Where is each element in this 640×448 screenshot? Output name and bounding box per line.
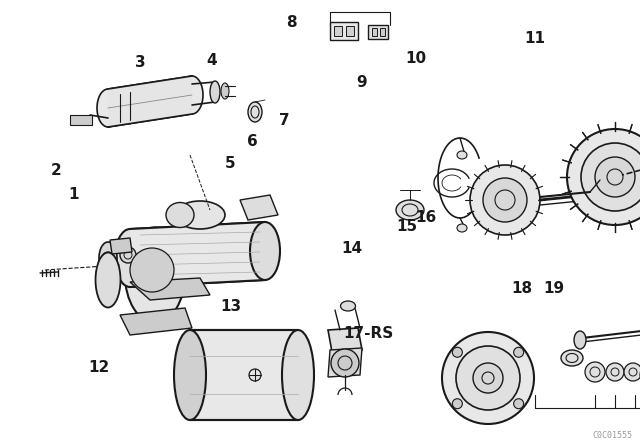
Polygon shape xyxy=(328,348,362,377)
Circle shape xyxy=(470,165,540,235)
Bar xyxy=(330,22,358,40)
Circle shape xyxy=(585,362,605,382)
Ellipse shape xyxy=(97,89,119,127)
Ellipse shape xyxy=(95,253,120,307)
Text: 8: 8 xyxy=(286,15,296,30)
Ellipse shape xyxy=(115,229,145,287)
Polygon shape xyxy=(108,76,192,127)
Bar xyxy=(372,28,377,36)
Polygon shape xyxy=(130,278,210,300)
Polygon shape xyxy=(130,222,265,287)
Ellipse shape xyxy=(181,76,203,114)
Circle shape xyxy=(514,347,524,358)
Ellipse shape xyxy=(574,331,586,349)
Circle shape xyxy=(452,347,462,358)
Circle shape xyxy=(483,178,527,222)
Ellipse shape xyxy=(125,228,185,323)
Circle shape xyxy=(514,399,524,409)
Circle shape xyxy=(120,247,136,263)
Text: 15: 15 xyxy=(396,219,417,234)
Text: 14: 14 xyxy=(341,241,363,256)
Ellipse shape xyxy=(221,83,229,99)
Ellipse shape xyxy=(166,202,194,228)
Circle shape xyxy=(567,129,640,225)
Polygon shape xyxy=(328,328,362,352)
Ellipse shape xyxy=(248,102,262,122)
Text: 17-RS: 17-RS xyxy=(343,326,393,341)
Circle shape xyxy=(473,363,503,393)
Bar xyxy=(380,28,385,36)
Text: 1: 1 xyxy=(68,187,79,202)
Circle shape xyxy=(331,349,359,377)
Text: 11: 11 xyxy=(524,30,545,46)
Ellipse shape xyxy=(250,222,280,280)
Circle shape xyxy=(130,248,174,292)
Text: 12: 12 xyxy=(88,360,110,375)
Polygon shape xyxy=(120,308,192,335)
Circle shape xyxy=(595,157,635,197)
Circle shape xyxy=(442,332,534,424)
Ellipse shape xyxy=(561,350,583,366)
Ellipse shape xyxy=(396,200,424,220)
Circle shape xyxy=(452,399,462,409)
Text: 2: 2 xyxy=(51,163,61,178)
Bar xyxy=(334,26,342,36)
Bar xyxy=(368,25,388,39)
Ellipse shape xyxy=(340,301,355,311)
Circle shape xyxy=(456,346,520,410)
Text: 3: 3 xyxy=(136,55,146,70)
Bar xyxy=(70,115,92,125)
Text: 16: 16 xyxy=(415,210,436,225)
Text: 9: 9 xyxy=(356,75,367,90)
Text: 6: 6 xyxy=(248,134,258,149)
Ellipse shape xyxy=(99,242,117,274)
Polygon shape xyxy=(110,238,132,254)
Text: 10: 10 xyxy=(405,51,427,66)
Ellipse shape xyxy=(210,81,220,103)
Text: 4: 4 xyxy=(206,53,216,68)
Ellipse shape xyxy=(457,151,467,159)
Text: C0C01555: C0C01555 xyxy=(592,431,632,440)
Ellipse shape xyxy=(282,330,314,420)
Polygon shape xyxy=(240,195,278,220)
Ellipse shape xyxy=(457,224,467,232)
Ellipse shape xyxy=(175,201,225,229)
Bar xyxy=(346,26,354,36)
Circle shape xyxy=(606,363,624,381)
Bar xyxy=(190,330,298,420)
Text: 5: 5 xyxy=(225,156,236,171)
Text: 18: 18 xyxy=(511,281,532,297)
Ellipse shape xyxy=(174,330,206,420)
Circle shape xyxy=(624,363,640,381)
Circle shape xyxy=(581,143,640,211)
Text: 7: 7 xyxy=(280,113,290,129)
Text: 19: 19 xyxy=(543,281,564,297)
Text: 13: 13 xyxy=(220,299,241,314)
